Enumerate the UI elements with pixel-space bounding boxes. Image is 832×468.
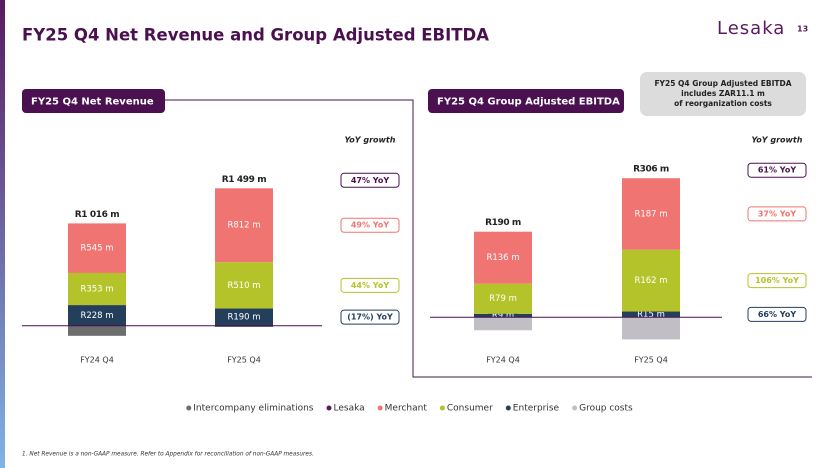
legend-dot	[186, 405, 192, 411]
legend-label: Group costs	[579, 404, 633, 414]
page-number: 13	[797, 25, 808, 34]
segment-label: R79 m	[489, 294, 517, 304]
legend-dot	[377, 405, 383, 411]
total-label: R306 m	[633, 165, 669, 175]
growth-label: 61% YoY	[758, 166, 796, 175]
bar-segment	[68, 325, 126, 336]
bar-segment	[622, 249, 680, 312]
legend-dot	[326, 405, 332, 411]
bar-segment	[68, 305, 126, 326]
legend-label: Intercompany eliminations	[193, 404, 314, 414]
category-label: FY24 Q4	[486, 356, 520, 365]
growth-title: YoY growth	[345, 136, 396, 145]
growth-title: YoY growth	[752, 136, 803, 145]
total-label: R1 016 m	[75, 210, 119, 220]
growth-pill	[747, 273, 807, 289]
bar-segment	[622, 317, 680, 340]
total-label: R190 m	[485, 218, 521, 228]
growth-label: 44% YoY	[351, 281, 389, 290]
growth-pill	[747, 206, 807, 222]
slide-title: FY25 Q4 Net Revenue and Group Adjusted E…	[22, 26, 489, 45]
segment-label: R136 m	[486, 253, 519, 263]
legend-label: Enterprise	[513, 404, 560, 414]
note-line: FY25 Q4 Group Adjusted EBITDA	[654, 79, 791, 88]
segment-label: R510 m	[227, 281, 260, 291]
note-line: of reorganization costs	[674, 99, 772, 108]
growth-pill	[340, 217, 400, 233]
panel-title: FY25 Q4 Net Revenue	[31, 97, 154, 108]
growth-label: (17%) YoY	[347, 313, 393, 322]
bar-segment	[474, 317, 532, 331]
legend-dot	[439, 405, 445, 411]
growth-label: 66% YoY	[758, 310, 796, 319]
growth-pill	[747, 162, 807, 178]
bar-segment	[622, 178, 680, 250]
segment-label: R545 m	[80, 244, 113, 254]
growth-label: 47% YoY	[351, 176, 389, 185]
segment-label: R228 m	[80, 311, 113, 321]
growth-label: 37% YoY	[758, 209, 796, 218]
legend-dot	[572, 405, 578, 411]
panel-title: FY25 Q4 Group Adjusted EBITDA	[437, 97, 620, 108]
footnote: 1. Net Revenue is a non-GAAP measure. Re…	[22, 452, 314, 458]
segment-label: R15 m	[637, 310, 665, 320]
category-label: FY24 Q4	[80, 356, 114, 365]
growth-label: 49% YoY	[351, 221, 389, 230]
bar-segment	[474, 231, 532, 284]
segment-label: R187 m	[634, 209, 667, 219]
segment-label: R353 m	[80, 285, 113, 295]
legend-label: Consumer	[447, 404, 493, 414]
segment-label: R190 m	[227, 313, 260, 323]
bar-segment	[215, 188, 273, 263]
bar-segment	[68, 223, 126, 273]
segment-label: R812 m	[227, 221, 260, 231]
bar-segment	[474, 283, 532, 314]
bar-segment	[68, 272, 126, 306]
growth-pill	[747, 306, 807, 322]
bar-segment	[215, 325, 273, 327]
segment-label: R162 m	[634, 276, 667, 286]
panel-header	[22, 89, 165, 113]
panel-header	[428, 89, 624, 113]
bar-segment	[215, 262, 273, 309]
legend-label: Lesaka	[334, 404, 365, 414]
growth-label: 106% YoY	[755, 276, 799, 285]
growth-pill	[340, 309, 400, 325]
category-label: FY25 Q4	[634, 356, 668, 365]
note-line: includes ZAR11.1 m	[681, 89, 765, 98]
bar-segment	[215, 308, 273, 326]
growth-pill	[340, 172, 400, 188]
segment-label: R9 m	[492, 311, 514, 321]
note-box	[640, 72, 806, 116]
legend-dot	[505, 405, 511, 411]
legend-label: Merchant	[385, 404, 428, 414]
category-label: FY25 Q4	[227, 356, 261, 365]
total-label: R1 499 m	[222, 175, 266, 185]
panel-frame	[160, 99, 812, 378]
side-strip	[0, 0, 5, 468]
growth-pill	[340, 277, 400, 293]
logo: Lesaka	[717, 18, 785, 39]
